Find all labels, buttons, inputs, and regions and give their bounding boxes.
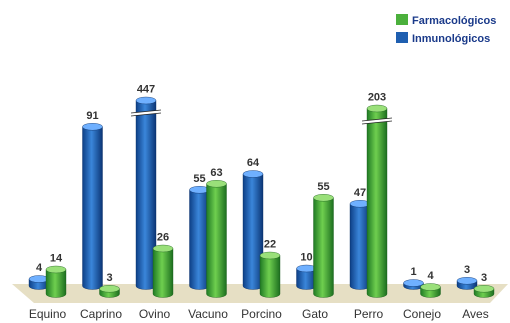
value-label-inmunologicos-porcino: 64	[247, 157, 260, 169]
category-label-gato: Gato	[302, 307, 328, 321]
value-label-inmunologicos-ovino: 447	[137, 84, 155, 96]
category-label-ovino: Ovino	[139, 307, 171, 321]
value-label-inmunologicos-equino: 4	[36, 262, 43, 274]
value-label-farmacologicos-gato: 55	[317, 181, 329, 193]
value-label-farmacologicos-conejo: 4	[427, 270, 434, 282]
category-label-porcino: Porcino	[241, 307, 282, 321]
category-label-aves: Aves	[462, 307, 488, 321]
value-label-farmacologicos-perro: 203	[368, 92, 386, 104]
category-label-conejo: Conejo	[403, 307, 441, 321]
value-label-farmacologicos-ovino: 26	[157, 232, 169, 244]
value-label-farmacologicos-aves: 3	[481, 272, 487, 284]
legend-item-farmacologicos: Farmacológicos	[396, 14, 496, 27]
category-label-perro: Perro	[354, 307, 384, 321]
category-label-caprino: Caprino	[80, 307, 122, 321]
value-label-farmacologicos-vacuno: 63	[210, 167, 222, 179]
bar-farmacologicos-ovino	[152, 244, 174, 298]
bar-inmunologicos-vacuno	[189, 186, 210, 290]
value-label-inmunologicos-aves: 3	[464, 264, 470, 276]
category-label-vacuno: Vacuno	[188, 307, 228, 321]
bar-farmacologicos-gato	[313, 194, 334, 298]
bar-farmacologicos-conejo	[420, 283, 441, 298]
bar-inmunologicos-ovino	[130, 96, 162, 290]
bar-farmacologicos-porcino	[259, 251, 281, 298]
legend-label: Inmunológicos	[412, 33, 490, 45]
bar-inmunologicos-gato	[296, 264, 317, 290]
bar-farmacologicos-aves	[473, 285, 495, 298]
value-label-inmunologicos-perro: 47	[354, 187, 366, 199]
legend: Farmacológicos Inmunológicos	[396, 14, 496, 45]
value-label-inmunologicos-vacuno: 55	[193, 173, 205, 185]
value-label-inmunologicos-conejo: 1	[410, 266, 416, 278]
legend-label: Farmacológicos	[412, 15, 496, 27]
value-label-farmacologicos-caprino: 3	[106, 272, 112, 284]
value-label-inmunologicos-caprino: 91	[86, 110, 98, 122]
legend-item-inmunologicos: Inmunológicos	[396, 32, 490, 45]
bar-farmacologicos-perro	[361, 104, 393, 298]
bar-farmacologicos-vacuno	[206, 180, 227, 298]
value-label-farmacologicos-porcino: 22	[264, 239, 276, 251]
legend-swatch	[396, 14, 408, 25]
bar-inmunologicos-aves	[456, 277, 478, 290]
value-label-inmunologicos-gato: 10	[300, 252, 312, 264]
bar-inmunologicos-equino	[28, 275, 50, 290]
bar-farmacologicos-equino	[45, 265, 67, 298]
bar-inmunologicos-caprino	[82, 123, 103, 290]
bar-farmacologicos-caprino	[99, 285, 120, 298]
legend-swatch	[396, 32, 408, 43]
category-label-equino: Equino	[29, 307, 67, 321]
value-label-farmacologicos-equino: 14	[50, 253, 63, 265]
